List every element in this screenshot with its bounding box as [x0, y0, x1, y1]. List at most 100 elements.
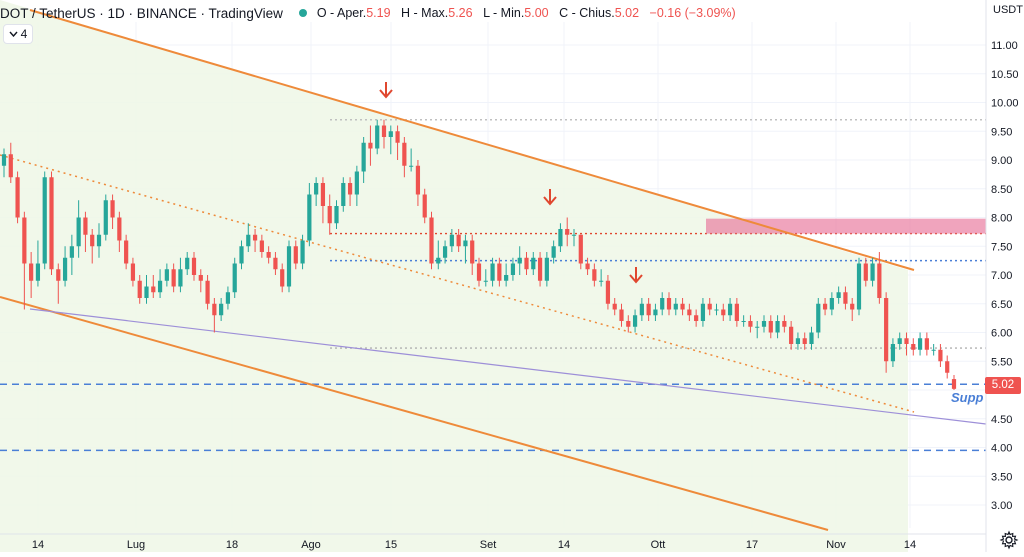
candle-body — [225, 292, 231, 304]
purple-trendline — [29, 308, 987, 425]
candle-body — [673, 303, 678, 310]
candle-body — [157, 280, 163, 293]
time-tick-label: 15 — [385, 539, 397, 551]
candle-body — [252, 234, 258, 241]
time-axis: 14 Lug 18 Ago 15 Set 14 Ott 17 Nov 14 — [0, 533, 986, 551]
candle-body — [409, 165, 414, 167]
candle-body — [741, 321, 746, 322]
candle-body — [951, 379, 957, 389]
candle-body — [449, 234, 454, 247]
open-value: 5.19 — [366, 6, 391, 20]
candle-body — [69, 246, 74, 258]
candle-body — [843, 292, 848, 304]
price-tick-label: 3.00 — [991, 500, 1012, 512]
candle-body — [578, 234, 583, 264]
candle-body — [727, 303, 733, 316]
gear-icon[interactable] — [999, 530, 1019, 550]
candle-body — [551, 246, 556, 258]
candle-body — [599, 280, 604, 282]
close-label: C - Chius. — [559, 6, 615, 20]
candle-body — [700, 303, 706, 321]
candle-body — [626, 321, 631, 327]
candle-body — [558, 229, 563, 247]
symbol-title[interactable]: DOT / TetherUS · 1D · BINANCE · TradingV… — [0, 5, 283, 21]
candle-body — [897, 338, 902, 344]
candle-body — [809, 332, 814, 344]
candle-body — [945, 361, 950, 373]
candle-body — [571, 234, 577, 236]
close-value: 5.02 — [614, 6, 640, 20]
candle-body — [795, 338, 801, 344]
candle-body — [490, 263, 495, 281]
candle-body — [476, 263, 482, 281]
candle-body — [22, 217, 27, 264]
candle-body — [775, 321, 780, 333]
price-tick-label: 4.50 — [991, 414, 1012, 426]
time-tick-label: 14 — [32, 539, 44, 551]
high-value: 5.26 — [448, 6, 473, 20]
candle-body — [714, 309, 719, 311]
candle-body — [375, 125, 380, 149]
candle-body — [517, 257, 522, 264]
candle-body — [660, 298, 665, 310]
low-label: L - Min. — [483, 6, 525, 20]
candle-body — [456, 234, 461, 247]
candle-body — [56, 269, 61, 281]
down-arrow-marker-1 — [379, 82, 393, 99]
candle-body — [49, 177, 54, 270]
candle-body — [354, 171, 359, 195]
candle-body — [395, 131, 400, 143]
candle-body — [232, 263, 237, 293]
price-tick-label: 6.00 — [991, 328, 1012, 340]
ohlc-readout: O - Aper.5.19 H - Max.5.26 L - Min.5.00 … — [317, 6, 736, 20]
currency-label: USDT — [993, 4, 1023, 16]
indicator-toggle[interactable]: 4 — [3, 24, 33, 44]
candle-body — [286, 246, 292, 287]
candle-body — [483, 280, 488, 282]
time-tick-label: Nov — [826, 539, 846, 551]
candle-body — [646, 303, 651, 316]
candle-body — [205, 280, 210, 304]
candle-body — [124, 240, 129, 264]
candle-body — [768, 321, 773, 333]
candle-body — [219, 303, 224, 316]
candle-body — [632, 315, 638, 327]
candle-body — [463, 240, 468, 247]
horizontal-levels — [0, 119, 986, 452]
candle-body — [497, 263, 502, 281]
time-tick-label: 14 — [904, 539, 916, 551]
candle-body — [62, 257, 68, 281]
candle-body — [368, 142, 373, 149]
candle-body — [347, 183, 353, 195]
price-tick-label: 11.00 — [991, 40, 1018, 52]
candle-body — [361, 142, 366, 172]
candle-body — [666, 298, 672, 310]
price-tick-label: 10.00 — [991, 98, 1019, 110]
price-tick-label: 4.00 — [991, 443, 1012, 455]
candle-body — [653, 309, 658, 316]
candle-body — [266, 252, 271, 258]
price-tick-label: 8.00 — [991, 213, 1012, 225]
candle-body — [239, 246, 244, 264]
change-value: −0.16 (−3.09%) — [649, 6, 736, 20]
candle-body — [789, 326, 794, 344]
mid-trendline — [0, 154, 915, 413]
candle-body — [890, 344, 896, 362]
candle-body — [402, 142, 407, 166]
candle-body — [856, 263, 862, 310]
candle-body — [822, 303, 828, 310]
candle-body — [29, 263, 34, 281]
candle-body — [388, 131, 393, 137]
down-arrow-marker-2 — [543, 189, 557, 206]
candle-body — [178, 269, 183, 287]
last-price-badge: 5.02 — [985, 377, 1021, 394]
candle-body — [537, 257, 543, 281]
candle-body — [103, 200, 108, 235]
candle-body — [504, 275, 509, 281]
open-label: O - Aper. — [316, 6, 367, 20]
candle-body — [816, 303, 821, 333]
candle-body — [938, 349, 943, 362]
candle-body — [246, 234, 251, 247]
